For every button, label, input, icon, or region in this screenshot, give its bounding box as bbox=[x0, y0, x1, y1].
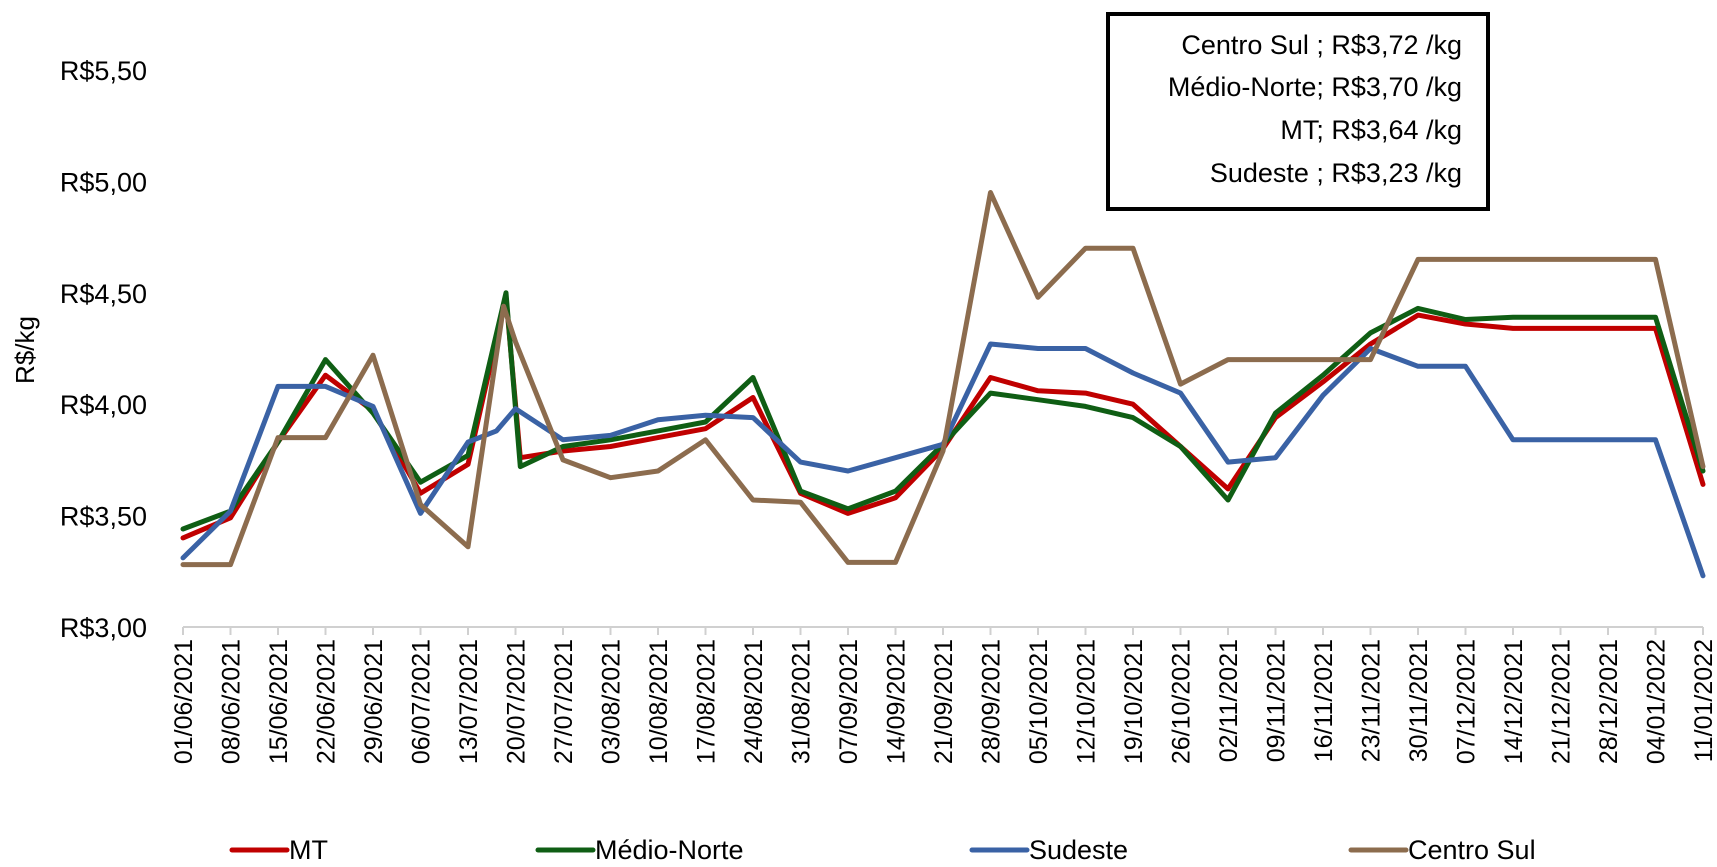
y-axis-ticks: R$3,00 R$3,50 R$4,00 R$4,50 R$5,00 R$5,50 bbox=[60, 56, 147, 643]
legend-item: MT bbox=[229, 835, 328, 865]
x-tick-label: 04/01/2022 bbox=[1643, 639, 1671, 764]
y-axis-label: R$/kg bbox=[10, 316, 40, 384]
x-axis-ticks: 01/06/2021 08/06/2021 15/06/2021 22/06/2021… bbox=[170, 627, 1717, 764]
x-tick-label: 29/06/2021 bbox=[360, 639, 388, 764]
x-tick-label: 10/08/2021 bbox=[645, 639, 673, 764]
series-line-centro-sul bbox=[180, 190, 1706, 568]
legend-label: Médio-Norte bbox=[595, 835, 744, 862]
y-tick-label: R$4,00 bbox=[60, 390, 147, 420]
annotation-line: Médio-Norte; R$3,70 /kg bbox=[1168, 72, 1462, 102]
x-tick-label: 01/06/2021 bbox=[170, 639, 198, 764]
x-tick-label: 14/09/2021 bbox=[883, 639, 911, 764]
annotation-box: Centro Sul ; R$3,72 /kg Médio-Norte; R$3,… bbox=[1106, 12, 1490, 211]
series-lines bbox=[180, 190, 1706, 579]
x-tick-label: 20/07/2021 bbox=[503, 639, 531, 764]
x-tick-label: 23/11/2021 bbox=[1358, 639, 1386, 762]
y-tick-label: R$3,50 bbox=[60, 502, 147, 532]
legend-label: Sudeste bbox=[1029, 835, 1128, 862]
x-tick-label: 26/10/2021 bbox=[1168, 639, 1196, 764]
x-tick-label: 16/11/2021 bbox=[1310, 639, 1338, 762]
x-tick-label: 05/10/2021 bbox=[1025, 639, 1053, 764]
x-tick-label: 08/06/2021 bbox=[218, 639, 246, 764]
x-tick-label: 30/11/2021 bbox=[1405, 639, 1433, 762]
x-tick-label: 19/10/2021 bbox=[1120, 639, 1148, 764]
legend-item: Sudeste bbox=[969, 835, 1128, 865]
x-tick-label: 31/08/2021 bbox=[788, 639, 816, 764]
x-tick-label: 09/11/2021 bbox=[1263, 639, 1291, 762]
x-tick-label: 14/12/2021 bbox=[1500, 639, 1528, 764]
x-tick-label: 28/12/2021 bbox=[1595, 639, 1623, 764]
x-tick-label: 11/01/2022 bbox=[1690, 639, 1717, 762]
x-tick-label: 15/06/2021 bbox=[265, 639, 293, 764]
annotation-line: Centro Sul ; R$3,72 /kg bbox=[1181, 30, 1462, 60]
y-tick-label: R$5,50 bbox=[60, 56, 147, 86]
x-tick-label: 24/08/2021 bbox=[740, 639, 768, 764]
x-tick-label: 07/09/2021 bbox=[835, 639, 863, 764]
x-tick-label: 27/07/2021 bbox=[550, 639, 578, 764]
x-tick-label: 03/08/2021 bbox=[598, 639, 626, 764]
annotation-frame bbox=[1106, 12, 1490, 211]
x-tick-label: 02/11/2021 bbox=[1215, 639, 1243, 762]
legend-item: Médio-Norte bbox=[535, 835, 744, 865]
legend-item: Centro Sul bbox=[1348, 835, 1536, 865]
x-tick-label: 28/09/2021 bbox=[978, 639, 1006, 764]
y-tick-label: R$3,00 bbox=[60, 613, 147, 643]
x-tick-label: 06/07/2021 bbox=[408, 639, 436, 764]
x-tick-label: 21/12/2021 bbox=[1548, 639, 1576, 764]
series-line-sudeste bbox=[180, 341, 1706, 579]
series-line-mt bbox=[180, 294, 1706, 541]
y-tick-label: R$4,50 bbox=[60, 279, 147, 309]
x-tick-label: 22/06/2021 bbox=[313, 639, 341, 764]
legend: MT Médio-Norte Sudeste Centro Sul bbox=[229, 835, 1536, 865]
legend-label: MT bbox=[289, 835, 328, 862]
x-tick-label: 07/12/2021 bbox=[1453, 639, 1481, 764]
annotation-line: Sudeste ; R$3,23 /kg bbox=[1210, 158, 1462, 188]
series-line-médio-norte bbox=[180, 290, 1706, 532]
legend-label: Centro Sul bbox=[1408, 835, 1536, 862]
x-tick-label: 21/09/2021 bbox=[930, 639, 958, 764]
x-tick-label: 17/08/2021 bbox=[693, 639, 721, 764]
y-tick-label: R$5,00 bbox=[60, 167, 147, 197]
x-tick-label: 13/07/2021 bbox=[455, 639, 483, 764]
annotation-line: MT; R$3,64 /kg bbox=[1280, 115, 1462, 145]
x-tick-label: 12/10/2021 bbox=[1073, 639, 1101, 764]
